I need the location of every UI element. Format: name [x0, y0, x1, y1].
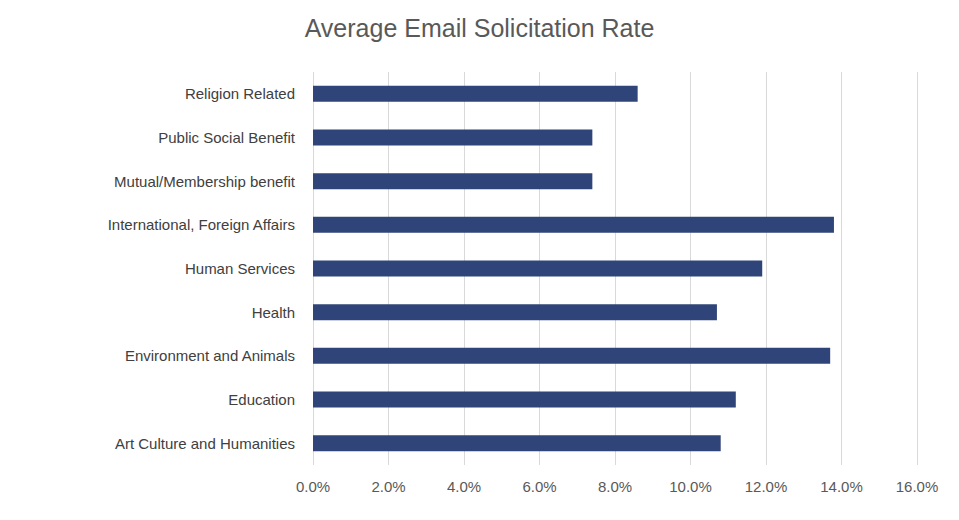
- svg-text:Human Services: Human Services: [185, 260, 295, 277]
- svg-text:14.0%: 14.0%: [820, 478, 863, 495]
- svg-text:Health: Health: [252, 304, 295, 321]
- svg-text:Public Social Benefit: Public Social Benefit: [158, 129, 296, 146]
- svg-text:8.0%: 8.0%: [598, 478, 632, 495]
- svg-text:2.0%: 2.0%: [371, 478, 405, 495]
- svg-text:4.0%: 4.0%: [447, 478, 481, 495]
- svg-text:6.0%: 6.0%: [522, 478, 556, 495]
- svg-text:10.0%: 10.0%: [669, 478, 712, 495]
- svg-text:International, Foreign Affairs: International, Foreign Affairs: [108, 216, 295, 233]
- svg-text:Environment and Animals: Environment and Animals: [125, 347, 295, 364]
- svg-text:Average Email Solicitation Rat: Average Email Solicitation Rate: [305, 14, 655, 42]
- svg-text:12.0%: 12.0%: [745, 478, 788, 495]
- svg-text:16.0%: 16.0%: [896, 478, 939, 495]
- svg-text:Religion Related: Religion Related: [185, 85, 295, 102]
- svg-text:Education: Education: [228, 391, 295, 408]
- svg-text:0.0%: 0.0%: [296, 478, 330, 495]
- svg-text:Art Culture and Humanities: Art Culture and Humanities: [115, 435, 295, 452]
- svg-text:Mutual/Membership benefit: Mutual/Membership benefit: [114, 173, 296, 190]
